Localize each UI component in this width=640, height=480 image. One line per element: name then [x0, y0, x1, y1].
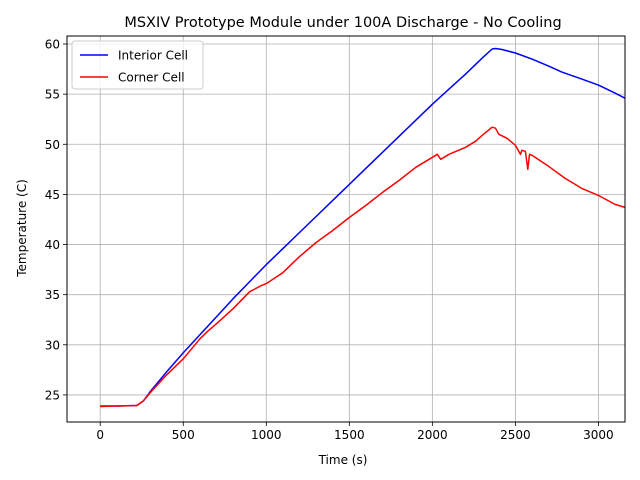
- ticks: 0 500 1000 1500 2000 2500 3000 25 30 35 40 45 50 55 60: [45, 38, 614, 442]
- x-axis-label: Time (s): [318, 453, 368, 467]
- x-tick-label: 2500: [500, 428, 531, 442]
- y-tick-label: 40: [45, 238, 60, 252]
- x-tick-label: 0: [96, 428, 104, 442]
- x-tick-label: 1500: [334, 428, 365, 442]
- series-line-corner-cell: [100, 126, 626, 408]
- x-tick-label: 500: [172, 428, 195, 442]
- y-tick-label: 45: [45, 188, 60, 202]
- x-tick-label: 1000: [251, 428, 282, 442]
- legend-label: Interior Cell: [118, 49, 188, 63]
- y-tick-label: 55: [45, 88, 60, 102]
- x-tick-label: 3000: [583, 428, 614, 442]
- chart-title: MSXIV Prototype Module under 100A Discha…: [124, 15, 561, 31]
- plot-frame: [66, 35, 626, 423]
- legend: Interior Cell Corner Cell: [71, 40, 204, 90]
- series-layer: [100, 47, 626, 408]
- y-tick-label: 25: [45, 388, 60, 402]
- y-tick-label: 50: [45, 138, 60, 152]
- legend-label: Corner Cell: [118, 71, 185, 85]
- x-tick-label: 2000: [417, 428, 448, 442]
- y-tick-label: 60: [45, 38, 60, 52]
- grid: [67, 36, 625, 422]
- series-line-interior-cell: [100, 47, 626, 407]
- y-tick-label: 30: [45, 338, 60, 352]
- y-axis-label: Temperature (C): [15, 179, 29, 278]
- y-tick-label: 35: [45, 288, 60, 302]
